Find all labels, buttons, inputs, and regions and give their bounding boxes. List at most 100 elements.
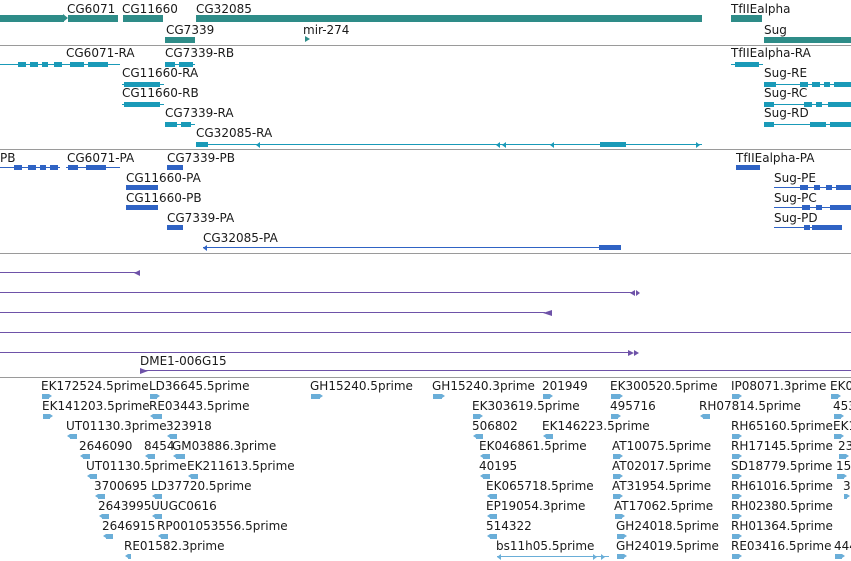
- est-glyph[interactable]: [152, 494, 162, 499]
- est-glyph[interactable]: [613, 454, 623, 459]
- est-glyph[interactable]: [167, 434, 177, 439]
- protein-glyph-sug-pd[interactable]: [774, 225, 844, 231]
- alignment-glyph[interactable]: [0, 350, 645, 356]
- protein-label-tfiiealpha-pa: TfIIEalpha-PA: [736, 151, 815, 165]
- mirna-arrow-icon[interactable]: [305, 36, 310, 42]
- est-glyph[interactable]: [617, 534, 627, 539]
- est-glyph[interactable]: [732, 554, 742, 559]
- transcript-glyph-cg11660-ra[interactable]: [122, 82, 164, 88]
- protein-glyph-sug-pc[interactable]: [774, 205, 851, 211]
- gene-bar-cg6071-left[interactable]: [0, 15, 64, 22]
- alignment-glyph[interactable]: [0, 330, 851, 336]
- est-label: 8454: [144, 439, 175, 453]
- est-glyph[interactable]: [433, 394, 445, 399]
- est-glyph[interactable]: [839, 454, 849, 459]
- est-glyph[interactable]: [103, 534, 113, 539]
- est-label: RE03443.5prime: [149, 399, 250, 413]
- alignment-glyph[interactable]: [0, 290, 645, 296]
- est-glyph[interactable]: [617, 554, 627, 559]
- est-glyph[interactable]: [837, 474, 847, 479]
- est-glyph[interactable]: [611, 394, 623, 399]
- est-glyph[interactable]: [543, 434, 553, 439]
- est-glyph[interactable]: [67, 434, 77, 439]
- est-glyph[interactable]: [732, 434, 742, 439]
- est-glyph[interactable]: [173, 454, 185, 459]
- est-glyph[interactable]: [473, 434, 483, 439]
- est-glyph[interactable]: [732, 474, 742, 479]
- gene-bar-cg7339[interactable]: [165, 37, 195, 43]
- est-glyph[interactable]: [732, 494, 742, 499]
- protein-glyph-cg11660-pb[interactable]: [126, 205, 160, 211]
- est-glyph[interactable]: [87, 474, 97, 479]
- est-glyph[interactable]: [311, 394, 323, 399]
- transcript-glyph-cg32085-ra[interactable]: [196, 142, 706, 148]
- est-glyph[interactable]: [42, 394, 52, 399]
- est-glyph[interactable]: [844, 494, 850, 499]
- est-glyph[interactable]: [611, 414, 621, 419]
- est-glyph[interactable]: [831, 394, 841, 399]
- transcript-glyph-sug-rc[interactable]: [764, 102, 851, 108]
- est-glyph[interactable]: [480, 454, 490, 459]
- transcript-glyph-cg7339-rb[interactable]: [165, 62, 195, 68]
- transcript-glyph-tfiiealpha-ra[interactable]: [731, 62, 763, 68]
- est-glyph[interactable]: [125, 554, 131, 559]
- gene-bar-sug[interactable]: [764, 37, 851, 43]
- est-glyph[interactable]: [732, 514, 742, 519]
- est-glyph[interactable]: [480, 474, 490, 479]
- transcript-glyph-cg7339-ra[interactable]: [165, 122, 195, 128]
- est-glyph[interactable]: [487, 514, 497, 519]
- protein-glyph-cg7339-pb[interactable]: [167, 165, 185, 171]
- est-glyph[interactable]: [834, 414, 844, 419]
- est-glyph[interactable]: [150, 394, 160, 399]
- gene-bar-tfiiealpha[interactable]: [731, 15, 762, 22]
- est-glyph[interactable]: [150, 414, 162, 419]
- gene-bar-cg32085[interactable]: [196, 15, 702, 22]
- protein-glyph-cg7339-pa[interactable]: [167, 225, 185, 231]
- transcript-glyph-sug-rd[interactable]: [764, 122, 851, 128]
- est-label: 506802: [472, 419, 518, 433]
- est-glyph[interactable]: [188, 474, 198, 479]
- est-glyph[interactable]: [487, 534, 497, 539]
- est-glyph[interactable]: [145, 454, 155, 459]
- est-glyph[interactable]: [732, 534, 742, 539]
- est-glyph[interactable]: [43, 414, 53, 419]
- est-label: EK303619.5prime: [472, 399, 580, 413]
- gene-bar-cg6071[interactable]: [68, 15, 118, 22]
- est-glyph[interactable]: [473, 414, 483, 419]
- transcript-label-sug-rd: Sug-RD: [764, 106, 809, 120]
- est-glyph[interactable]: [543, 394, 553, 399]
- est-label: 453: [833, 399, 851, 413]
- alignment-glyph[interactable]: [0, 270, 145, 276]
- est-glyph[interactable]: [834, 434, 844, 439]
- est-glyph[interactable]: [152, 514, 162, 519]
- protein-glyph-cg32085-pa[interactable]: [203, 245, 621, 251]
- est-glyph[interactable]: [487, 494, 497, 499]
- protein-glyph-cg11660-pa[interactable]: [126, 185, 160, 191]
- transcript-glyph-cg6071-ra[interactable]: [0, 62, 120, 68]
- transcript-track: CG6071-RA CG7339-RB TfIIEalpha-RA CG1166…: [0, 46, 851, 149]
- est-glyph[interactable]: [732, 394, 742, 399]
- est-glyph[interactable]: [95, 494, 105, 499]
- alignment-glyph-dme1-006g15[interactable]: [140, 368, 851, 374]
- gene-bar-cg11660[interactable]: [123, 15, 163, 22]
- est-glyph[interactable]: [613, 494, 623, 499]
- alignment-glyph[interactable]: [0, 310, 560, 316]
- est-label: 40195: [479, 459, 518, 473]
- transcript-glyph-cg11660-rb[interactable]: [122, 102, 164, 108]
- gene-label-mir-274: mir-274: [303, 23, 350, 37]
- est-glyph[interactable]: [615, 514, 625, 519]
- est-glyph[interactable]: [497, 554, 609, 560]
- est-glyph[interactable]: [99, 514, 109, 519]
- est-glyph[interactable]: [835, 554, 845, 559]
- est-glyph[interactable]: [158, 534, 168, 539]
- protein-glyph-tfiiealpha-pa[interactable]: [736, 165, 762, 171]
- protein-glyph-sug-pe[interactable]: [774, 185, 851, 191]
- est-label: GH15240.3prime: [432, 379, 535, 393]
- est-glyph[interactable]: [80, 454, 90, 459]
- est-glyph[interactable]: [700, 414, 710, 419]
- est-glyph[interactable]: [732, 454, 742, 459]
- protein-glyph-cg6071-pa[interactable]: [66, 165, 120, 171]
- transcript-glyph-sug-re[interactable]: [764, 82, 851, 88]
- est-glyph[interactable]: [613, 474, 623, 479]
- protein-glyph-pb[interactable]: [0, 165, 60, 171]
